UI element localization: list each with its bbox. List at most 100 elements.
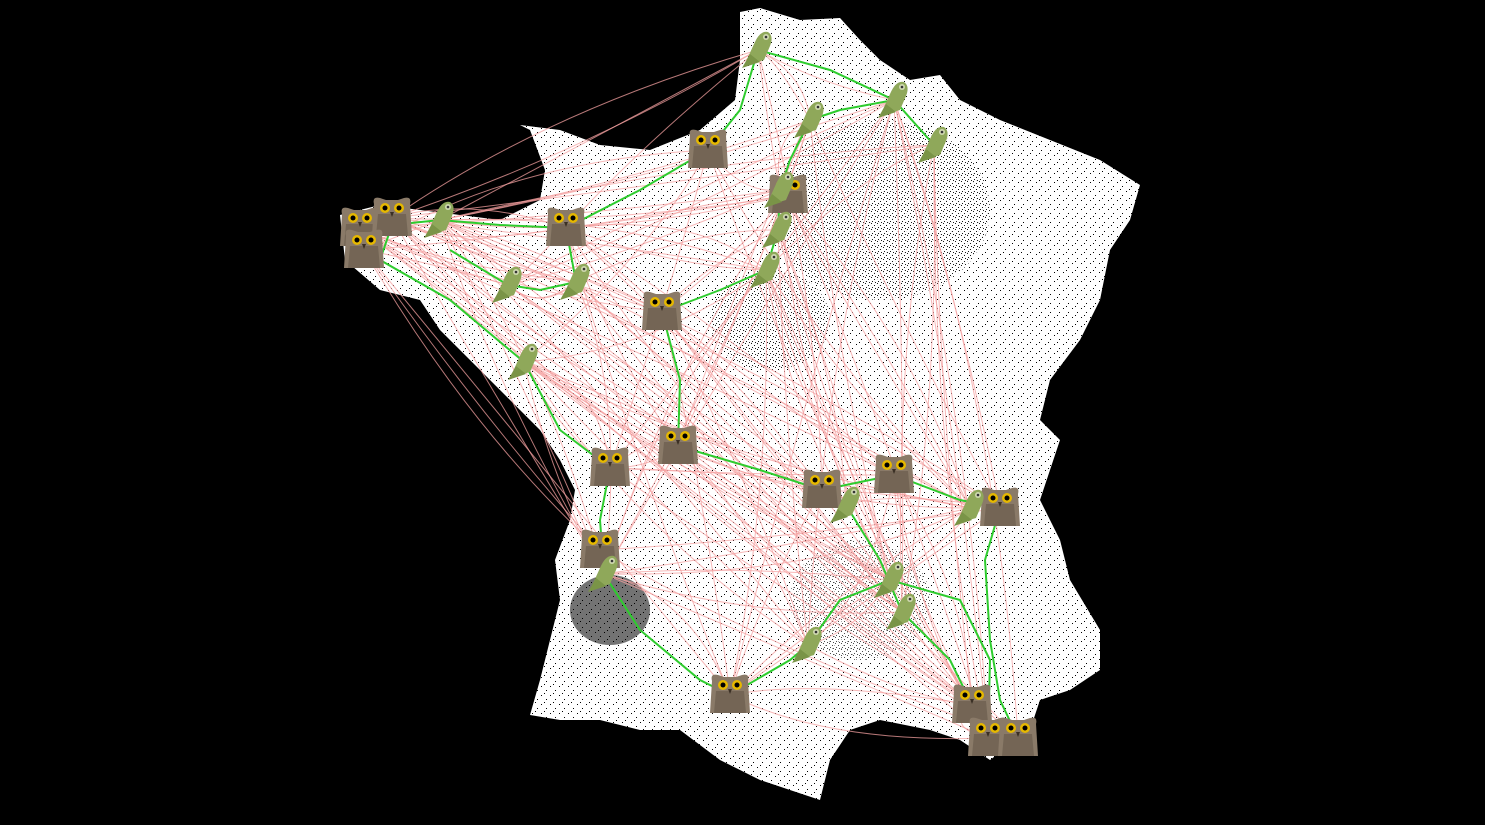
route-line xyxy=(359,227,989,739)
route-line xyxy=(933,144,973,706)
route-line xyxy=(661,311,895,476)
route-line xyxy=(359,227,903,613)
route-line xyxy=(391,217,809,646)
route-line xyxy=(507,99,895,286)
green-bird-icon[interactable] xyxy=(918,126,948,163)
route-line xyxy=(523,149,709,363)
green-bird-icon[interactable] xyxy=(588,555,618,592)
route-line xyxy=(565,227,895,476)
route-line xyxy=(807,99,895,646)
route-line xyxy=(439,219,663,313)
owl-icon[interactable] xyxy=(372,197,412,236)
owl-icon[interactable] xyxy=(546,207,586,246)
route-line xyxy=(809,119,1001,509)
green-bird-icon[interactable] xyxy=(954,489,984,526)
route-line xyxy=(391,217,903,613)
route-line xyxy=(507,189,781,286)
route-line xyxy=(391,49,759,219)
owl-icon[interactable] xyxy=(874,454,914,493)
owl-icon[interactable] xyxy=(998,717,1038,756)
route-line xyxy=(765,269,903,613)
green-bird-icon[interactable] xyxy=(762,211,792,248)
green-bird-icon[interactable] xyxy=(886,593,916,630)
route-line xyxy=(565,227,1019,739)
green-bird-icon[interactable] xyxy=(764,171,794,208)
unit-layer xyxy=(340,31,1038,756)
route-line xyxy=(729,688,973,706)
route-line xyxy=(779,189,971,509)
dense-region-southwest xyxy=(570,575,650,645)
route-line xyxy=(507,99,895,286)
green-bird-icon[interactable] xyxy=(750,251,780,288)
route-line xyxy=(523,269,767,363)
route-line xyxy=(807,474,895,646)
owl-icon[interactable] xyxy=(344,229,384,268)
route-line xyxy=(893,99,904,613)
route-line xyxy=(677,445,809,646)
dense-region-center xyxy=(710,270,830,370)
green-bird-icon[interactable] xyxy=(874,561,904,598)
route-line xyxy=(523,361,973,706)
owl-icon[interactable] xyxy=(710,674,750,713)
route-line xyxy=(439,219,1001,509)
green-bird-icon[interactable] xyxy=(830,486,860,523)
route-line xyxy=(893,99,989,739)
route-line xyxy=(765,269,971,509)
route-line xyxy=(677,445,973,706)
owl-icon[interactable] xyxy=(968,717,1008,756)
green-bird-icon[interactable] xyxy=(878,81,908,118)
route-line xyxy=(439,144,935,221)
route-line xyxy=(661,311,809,646)
highlighted-route xyxy=(449,227,578,292)
route-line xyxy=(777,229,809,646)
route-line xyxy=(609,467,895,476)
highlighted-route xyxy=(391,49,759,230)
owl-icon[interactable] xyxy=(802,469,842,508)
owl-icon[interactable] xyxy=(952,684,992,723)
green-bird-icon[interactable] xyxy=(794,101,824,138)
route-line xyxy=(359,227,973,706)
route-line xyxy=(729,694,989,740)
route-line xyxy=(507,284,903,613)
route-line xyxy=(359,49,759,229)
route-line xyxy=(661,311,731,696)
route-line xyxy=(565,227,767,271)
route-line xyxy=(779,189,971,509)
green-bird-icon[interactable] xyxy=(742,31,772,68)
route-line xyxy=(363,249,731,696)
owl-icon[interactable] xyxy=(658,425,698,464)
route-line xyxy=(603,573,989,739)
route-line xyxy=(765,269,973,706)
green-bird-icon[interactable] xyxy=(492,266,522,303)
highlighted-route xyxy=(757,49,935,146)
green-bird-icon[interactable] xyxy=(792,626,822,663)
route-line xyxy=(893,99,989,739)
route-line xyxy=(575,281,612,575)
route-line xyxy=(603,194,789,575)
owl-icon[interactable] xyxy=(642,291,682,330)
green-bird-icon[interactable] xyxy=(560,263,590,300)
highlighted-route xyxy=(983,507,1019,739)
route-line xyxy=(391,217,605,575)
route-line xyxy=(391,217,663,313)
route-line xyxy=(893,99,1019,739)
green-bird-icon[interactable] xyxy=(424,201,454,238)
route-line xyxy=(777,229,891,581)
route-line xyxy=(599,507,1001,551)
owl-icon[interactable] xyxy=(590,447,630,486)
route-line xyxy=(899,144,935,613)
route-line xyxy=(603,507,971,575)
route-line xyxy=(893,474,973,706)
owl-icon[interactable] xyxy=(688,129,728,168)
route-line xyxy=(359,227,895,476)
owl-icon[interactable] xyxy=(980,487,1020,526)
route-line xyxy=(777,229,847,506)
route-line xyxy=(677,119,811,447)
green-bird-icon[interactable] xyxy=(508,343,538,380)
route-line xyxy=(523,361,809,646)
route-line xyxy=(439,99,895,221)
route-line xyxy=(391,144,935,219)
route-line xyxy=(439,194,789,229)
